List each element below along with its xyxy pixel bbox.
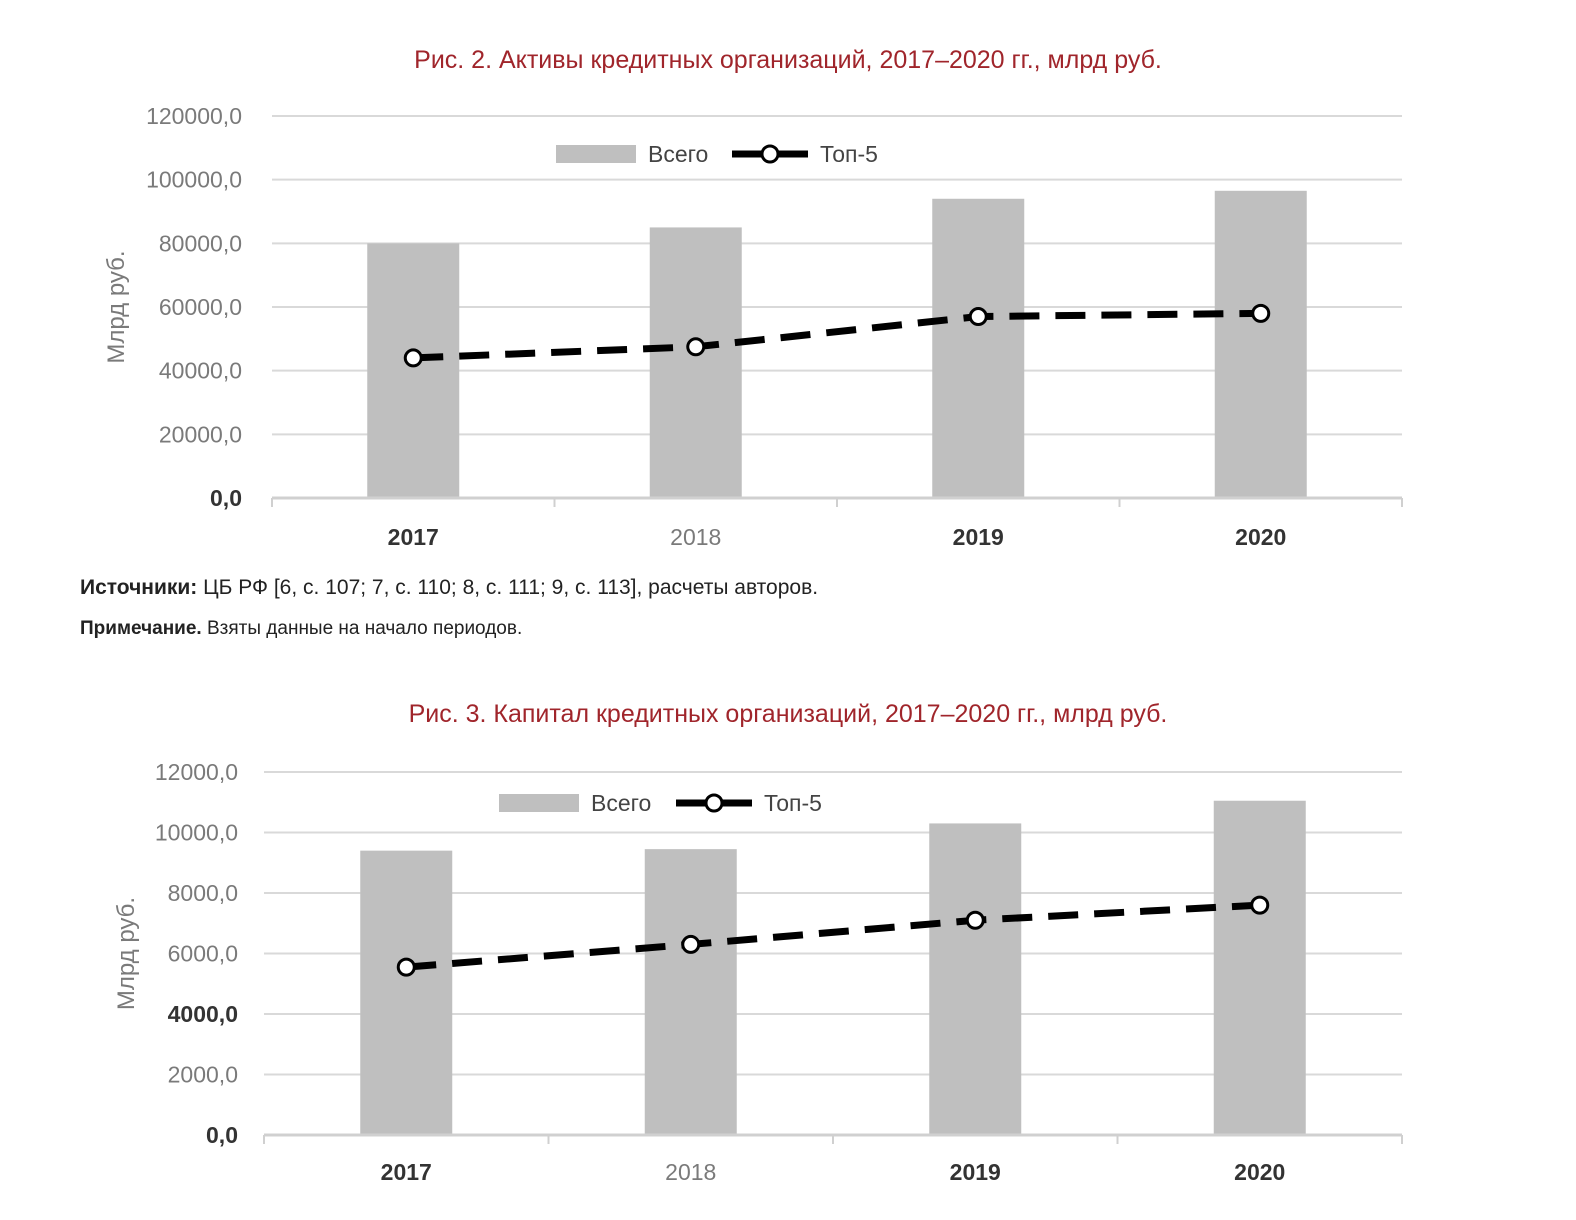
- legend-marker-top5: [760, 144, 780, 164]
- x-category-label: 2017: [388, 524, 439, 550]
- point-top5: [396, 957, 416, 977]
- y-tick-label: 0,0: [206, 1122, 238, 1148]
- bar-vsego: [649, 227, 742, 498]
- line-top5: [413, 309, 1261, 362]
- bar-vsego: [1213, 800, 1306, 1135]
- y-tick-label: 0,0: [210, 485, 242, 511]
- y-tick-label: 4000,0: [168, 1001, 238, 1027]
- x-category-label: 2018: [665, 1159, 716, 1185]
- y-axis-label: Млрд руб.: [113, 897, 140, 1010]
- bar-vsego: [367, 243, 460, 498]
- remark-text: Взяты данные на начало периодов.: [201, 618, 523, 639]
- y-tick-label: 100000,0: [146, 167, 242, 193]
- y-tick-label: 20000,0: [159, 421, 242, 447]
- bar-vsego: [929, 823, 1022, 1135]
- line-top5: [405, 901, 1260, 971]
- x-category-label: 2020: [1235, 524, 1286, 550]
- point-top5: [968, 307, 988, 327]
- y-axis-label: Млрд руб.: [103, 250, 130, 363]
- point-top5: [965, 910, 985, 930]
- x-category-label: 2018: [670, 524, 721, 550]
- bar-vsego: [1214, 190, 1307, 498]
- remark-note: Примечание. Взяты данные на начало перио…: [80, 618, 522, 640]
- point-top5: [681, 934, 701, 954]
- y-tick-label: 10000,0: [155, 820, 238, 846]
- legend-label-top5: Топ-5: [764, 790, 822, 816]
- y-tick-label: 6000,0: [168, 941, 238, 967]
- sources-text: ЦБ РФ [6, с. 107; 7, с. 110; 8, с. 111; …: [197, 576, 819, 599]
- legend-marker-top5: [704, 793, 724, 813]
- bar-vsego: [932, 198, 1025, 498]
- legend-swatch-vsego: [556, 145, 636, 163]
- bar-vsego: [644, 849, 737, 1135]
- point-top5: [1250, 895, 1270, 915]
- y-tick-label: 60000,0: [159, 294, 242, 320]
- chart-title-capital: Рис. 3. Капитал кредитных организаций, 2…: [408, 700, 1168, 728]
- y-tick-label: 120000,0: [146, 103, 242, 129]
- point-top5: [403, 348, 423, 368]
- point-top5: [1251, 303, 1271, 323]
- bar-vsego: [360, 850, 453, 1135]
- y-tick-label: 80000,0: [159, 230, 242, 256]
- chart-title-assets: Рис. 2. Активы кредитных организаций, 20…: [414, 46, 1162, 74]
- y-tick-label: 12000,0: [155, 759, 238, 785]
- x-category-label: 2020: [1234, 1159, 1285, 1185]
- sources-label: Источники:: [80, 576, 198, 599]
- remark-label: Примечание.: [80, 618, 202, 639]
- legend-label-vsego: Всего: [648, 141, 708, 167]
- point-top5: [686, 337, 706, 357]
- y-tick-label: 2000,0: [168, 1062, 238, 1088]
- sources-note: Источники: ЦБ РФ [6, с. 107; 7, с. 110; …: [80, 576, 818, 600]
- legend-swatch-vsego: [499, 794, 579, 812]
- legend-label-top5: Топ-5: [820, 141, 878, 167]
- x-category-label: 2019: [950, 1159, 1001, 1185]
- legend-label-vsego: Всего: [591, 790, 651, 816]
- y-tick-label: 40000,0: [159, 358, 242, 384]
- assets-chart: 0,0 20000,0 40000,0 60000,0 80000,0 100000,0 1…: [103, 103, 1403, 550]
- x-category-label: 2019: [953, 524, 1004, 550]
- x-category-label: 2017: [381, 1159, 432, 1185]
- y-tick-label: 8000,0: [168, 880, 238, 906]
